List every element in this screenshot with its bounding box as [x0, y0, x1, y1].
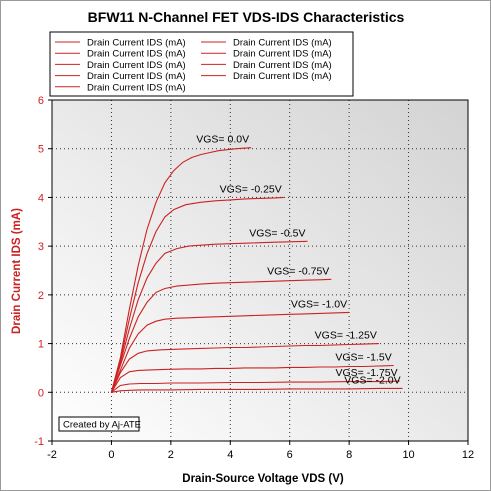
x-tick-label: 6 — [287, 449, 293, 461]
series-label: VGS= 0.0V — [196, 134, 249, 146]
plot-area — [52, 100, 468, 441]
y-tick-label: 4 — [38, 192, 44, 204]
series-line — [110, 147, 252, 393]
series-line — [110, 364, 394, 393]
series-line — [111, 380, 400, 393]
legend-item: Drain Current IDS (mA) — [233, 49, 332, 60]
plot-border — [51, 99, 469, 442]
y-tick-label: 0 — [38, 387, 44, 399]
series-line — [110, 343, 379, 393]
series-line — [110, 196, 284, 393]
series-label: VGS= -0.75V — [267, 265, 329, 277]
series-line — [110, 278, 332, 393]
series-group — [110, 147, 403, 393]
x-tick-label: 10 — [402, 449, 414, 461]
y-tick-label: 6 — [38, 95, 44, 107]
credit-text: Created by Aj-ATE — [63, 420, 141, 431]
x-tick-label: 8 — [346, 449, 352, 461]
series-label: VGS= -1.75V — [335, 367, 397, 379]
y-axis-label: Drain Current IDS (mA) — [11, 208, 23, 334]
legend-item: Drain Current IDS (mA) — [233, 71, 332, 82]
series-label: VGS= -2.0V — [344, 374, 400, 386]
series-line — [110, 311, 350, 393]
legend-item: Drain Current IDS (mA) — [233, 60, 332, 71]
legend-item: Drain Current IDS (mA) — [87, 38, 186, 49]
x-axis-label: Drain-Source Voltage VDS (V) — [182, 473, 344, 485]
legend-item: Drain Current IDS (mA) — [87, 82, 186, 93]
legend-item: Drain Current IDS (mA) — [87, 71, 186, 82]
series-label: VGS= -0.5V — [249, 227, 305, 239]
x-tick-label: 4 — [227, 449, 233, 461]
series-label: VGS= -1.0V — [291, 298, 347, 310]
series-label: VGS= -1.5V — [335, 351, 391, 363]
legend-item: Drain Current IDS (mA) — [87, 49, 186, 60]
chart-title: BFW11 N-Channel FET VDS-IDS Characterist… — [88, 9, 405, 25]
series-labels: VGS= 0.0V VGS= -0.25V VGS= -0.5V VGS= -0.75… — [196, 134, 400, 387]
legend-item: Drain Current IDS (mA) — [87, 60, 186, 71]
x-tick-label: 12 — [462, 449, 474, 461]
legend-item: Drain Current IDS (mA) — [233, 38, 332, 49]
legend: Drain Current IDS (mA)Drain Current IDS … — [55, 38, 332, 93]
series-line — [110, 240, 308, 393]
x-tick-label: 2 — [168, 449, 174, 461]
credit-box: Created by Aj-ATE — [58, 416, 141, 432]
y-tick-label: 1 — [38, 339, 44, 351]
x-tick-label: 0 — [108, 449, 114, 461]
y-tick-label: 2 — [38, 290, 44, 302]
series-label: VGS= -0.25V — [220, 183, 282, 195]
y-tick-label: 5 — [38, 144, 44, 156]
series-line — [111, 387, 403, 393]
y-tick-label: -1 — [34, 436, 44, 448]
y-tick-label: 3 — [38, 241, 44, 253]
series-label: VGS= -1.25V — [315, 330, 377, 342]
x-tick-label: -2 — [47, 449, 57, 461]
